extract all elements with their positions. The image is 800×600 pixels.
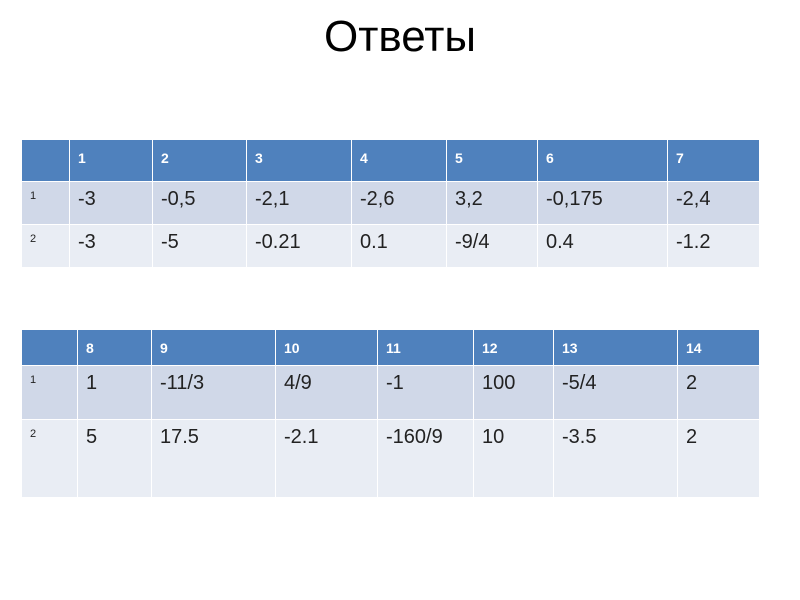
header-cell: 11 (378, 330, 474, 366)
header-cell: 9 (152, 330, 276, 366)
table-cell: -2,1 (247, 182, 352, 225)
table-cell: 1 (78, 366, 152, 420)
table-cell: -3 (70, 182, 153, 225)
table-cell: 17.5 (152, 420, 276, 498)
header-cell: 2 (153, 140, 247, 182)
table-cell: -1.2 (668, 225, 760, 268)
table-cell: 0.1 (352, 225, 447, 268)
table-cell: -2.1 (276, 420, 378, 498)
table-cell: 5 (78, 420, 152, 498)
table-cell: -5/4 (554, 366, 678, 420)
header-cell: 4 (352, 140, 447, 182)
table-cell: -0.21 (247, 225, 352, 268)
row-label: 2 (22, 420, 78, 498)
header-cell: 14 (678, 330, 760, 366)
header-cell: 7 (668, 140, 760, 182)
row-label: 1 (22, 182, 70, 225)
table-cell: -3 (70, 225, 153, 268)
table-cell: -1 (378, 366, 474, 420)
table-cell: -11/3 (152, 366, 276, 420)
table-cell: -9/4 (447, 225, 538, 268)
header-cell (22, 140, 70, 182)
table-cell: -0,5 (153, 182, 247, 225)
table-cell: -2,4 (668, 182, 760, 225)
table-cell: 2 (678, 420, 760, 498)
header-cell: 3 (247, 140, 352, 182)
header-cell: 13 (554, 330, 678, 366)
table-cell: -2,6 (352, 182, 447, 225)
table-cell: -160/9 (378, 420, 474, 498)
table-cell: 3,2 (447, 182, 538, 225)
table-cell: -0,175 (538, 182, 668, 225)
row-label: 2 (22, 225, 70, 268)
row-label: 1 (22, 366, 78, 420)
table-cell: 100 (474, 366, 554, 420)
header-cell: 5 (447, 140, 538, 182)
table-cell: -3.5 (554, 420, 678, 498)
table-cell: 0.4 (538, 225, 668, 268)
table-cell: 2 (678, 366, 760, 420)
slide-title: Ответы (323, 12, 477, 61)
header-cell: 8 (78, 330, 152, 366)
table-cell: -5 (153, 225, 247, 268)
header-cell (22, 330, 78, 366)
table-cell: 4/9 (276, 366, 378, 420)
header-cell: 10 (276, 330, 378, 366)
header-cell: 6 (538, 140, 668, 182)
header-cell: 1 (70, 140, 153, 182)
header-cell: 12 (474, 330, 554, 366)
table-cell: 10 (474, 420, 554, 498)
